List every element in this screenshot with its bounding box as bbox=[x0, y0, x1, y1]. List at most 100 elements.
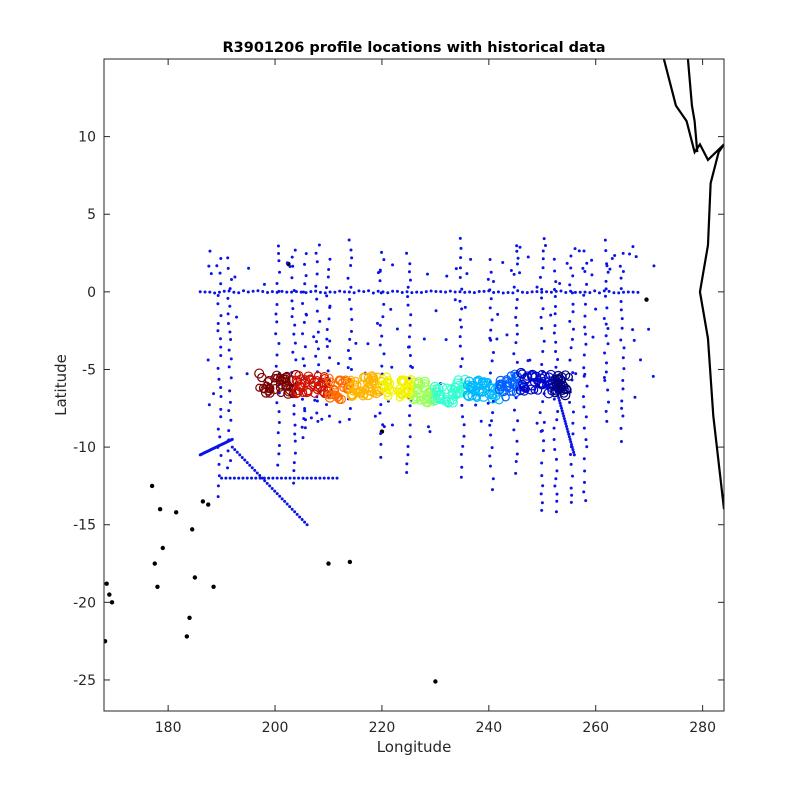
historical-point-318 bbox=[553, 312, 557, 316]
historical-point-385 bbox=[585, 445, 589, 449]
historical-point-460 bbox=[343, 290, 347, 294]
historical-point-26 bbox=[226, 256, 230, 260]
float-profile-64 bbox=[301, 387, 312, 398]
historical-point-585 bbox=[240, 455, 244, 459]
historical-point-307 bbox=[540, 474, 544, 478]
historical-point-332 bbox=[553, 448, 557, 452]
historical-point-435 bbox=[222, 289, 226, 293]
historical-point-701 bbox=[407, 345, 411, 349]
historical-point-302 bbox=[542, 420, 546, 424]
historical-point-506 bbox=[564, 291, 568, 295]
historical-point-310 bbox=[540, 501, 544, 505]
historical-point-401 bbox=[604, 334, 608, 338]
historical-point-455 bbox=[318, 290, 322, 294]
historical-point-544 bbox=[314, 476, 318, 480]
float-profile-333 bbox=[506, 371, 516, 381]
historical-point-55 bbox=[275, 302, 279, 306]
historical-point-28 bbox=[229, 278, 233, 282]
historical-point-686 bbox=[632, 338, 636, 342]
historical-point-473 bbox=[405, 290, 409, 294]
historical-point-168 bbox=[348, 407, 352, 411]
historical-point-224 bbox=[459, 325, 463, 329]
historical-point-223 bbox=[458, 318, 462, 322]
historical-point-439 bbox=[242, 289, 245, 293]
historical-point-181 bbox=[380, 364, 384, 368]
historical-point-586 bbox=[243, 458, 247, 462]
historical-point-626 bbox=[561, 411, 565, 415]
historical-point-296 bbox=[540, 362, 544, 366]
historical-point-744 bbox=[647, 327, 651, 331]
historical-point-469 bbox=[386, 291, 390, 295]
historical-point-161 bbox=[348, 337, 352, 341]
float-profile-236 bbox=[434, 384, 444, 395]
historical-point-277 bbox=[512, 408, 516, 412]
historical-point-160 bbox=[349, 329, 353, 333]
historical-point-186 bbox=[378, 411, 382, 415]
historical-point-580 bbox=[230, 437, 234, 441]
historical-point-24 bbox=[216, 484, 220, 488]
historical-point-216 bbox=[459, 246, 463, 250]
historical-point-382 bbox=[584, 415, 588, 419]
float-profile-61 bbox=[303, 385, 314, 396]
historical-point-512 bbox=[593, 289, 597, 293]
historical-point-406 bbox=[603, 379, 607, 383]
historical-point-595 bbox=[265, 481, 269, 485]
historical-point-402 bbox=[606, 342, 610, 346]
historical-point-248 bbox=[491, 351, 495, 355]
historical-point-356 bbox=[571, 410, 575, 414]
float-profile-256 bbox=[460, 374, 471, 385]
historical-point-723 bbox=[495, 337, 499, 341]
float-profile-38 bbox=[280, 372, 291, 383]
historical-point-112 bbox=[303, 407, 307, 411]
historical-point-694 bbox=[445, 274, 449, 278]
historical-point-681 bbox=[235, 315, 239, 319]
historical-point-273 bbox=[515, 360, 519, 364]
historical-point-128 bbox=[317, 363, 321, 367]
historical-point-684 bbox=[652, 264, 656, 268]
historical-point-492 bbox=[496, 290, 500, 294]
historical-point-13 bbox=[217, 377, 221, 381]
historical-point-360 bbox=[569, 453, 573, 457]
historical-point-141 bbox=[327, 317, 331, 321]
historical-point-676 bbox=[247, 266, 251, 270]
historical-point-485 bbox=[463, 290, 467, 294]
historical-point-405 bbox=[604, 370, 608, 374]
coastline-path-2 bbox=[686, 59, 699, 153]
historical-point-40 bbox=[228, 389, 232, 393]
historical-point-440 bbox=[246, 290, 250, 294]
historical-point-162 bbox=[346, 348, 350, 352]
historical-point-293 bbox=[540, 326, 544, 330]
historical-point-240 bbox=[489, 270, 493, 274]
historical-point-375 bbox=[584, 342, 588, 346]
historical-point-533 bbox=[267, 476, 271, 480]
island-11 bbox=[211, 584, 216, 590]
historical-point-1 bbox=[215, 264, 219, 268]
historical-point-170 bbox=[380, 250, 384, 254]
historical-point-197 bbox=[406, 303, 410, 307]
historical-point-387 bbox=[583, 469, 587, 473]
historical-point-348 bbox=[571, 327, 575, 331]
historical-point-540 bbox=[297, 476, 301, 480]
historical-point-708 bbox=[608, 267, 612, 271]
historical-point-737 bbox=[312, 335, 316, 339]
island-4 bbox=[160, 545, 165, 551]
historical-point-37 bbox=[229, 357, 233, 361]
historical-point-323 bbox=[556, 357, 560, 361]
historical-point-376 bbox=[582, 353, 586, 357]
historical-point-308 bbox=[541, 484, 545, 488]
historical-point-494 bbox=[506, 290, 510, 294]
historical-point-176 bbox=[381, 315, 385, 319]
float-profile-81 bbox=[319, 372, 329, 381]
island-0 bbox=[644, 297, 649, 302]
historical-point-417 bbox=[620, 317, 624, 321]
historical-point-180 bbox=[382, 352, 386, 356]
historical-point-730 bbox=[453, 298, 457, 302]
historical-point-188 bbox=[379, 432, 383, 436]
historical-point-522 bbox=[220, 476, 224, 480]
island-22 bbox=[433, 679, 438, 684]
historical-point-145 bbox=[328, 356, 332, 360]
historical-point-632 bbox=[565, 427, 569, 431]
float-profile-242 bbox=[447, 397, 458, 408]
historical-point-529 bbox=[250, 476, 254, 480]
historical-point-538 bbox=[288, 476, 292, 480]
